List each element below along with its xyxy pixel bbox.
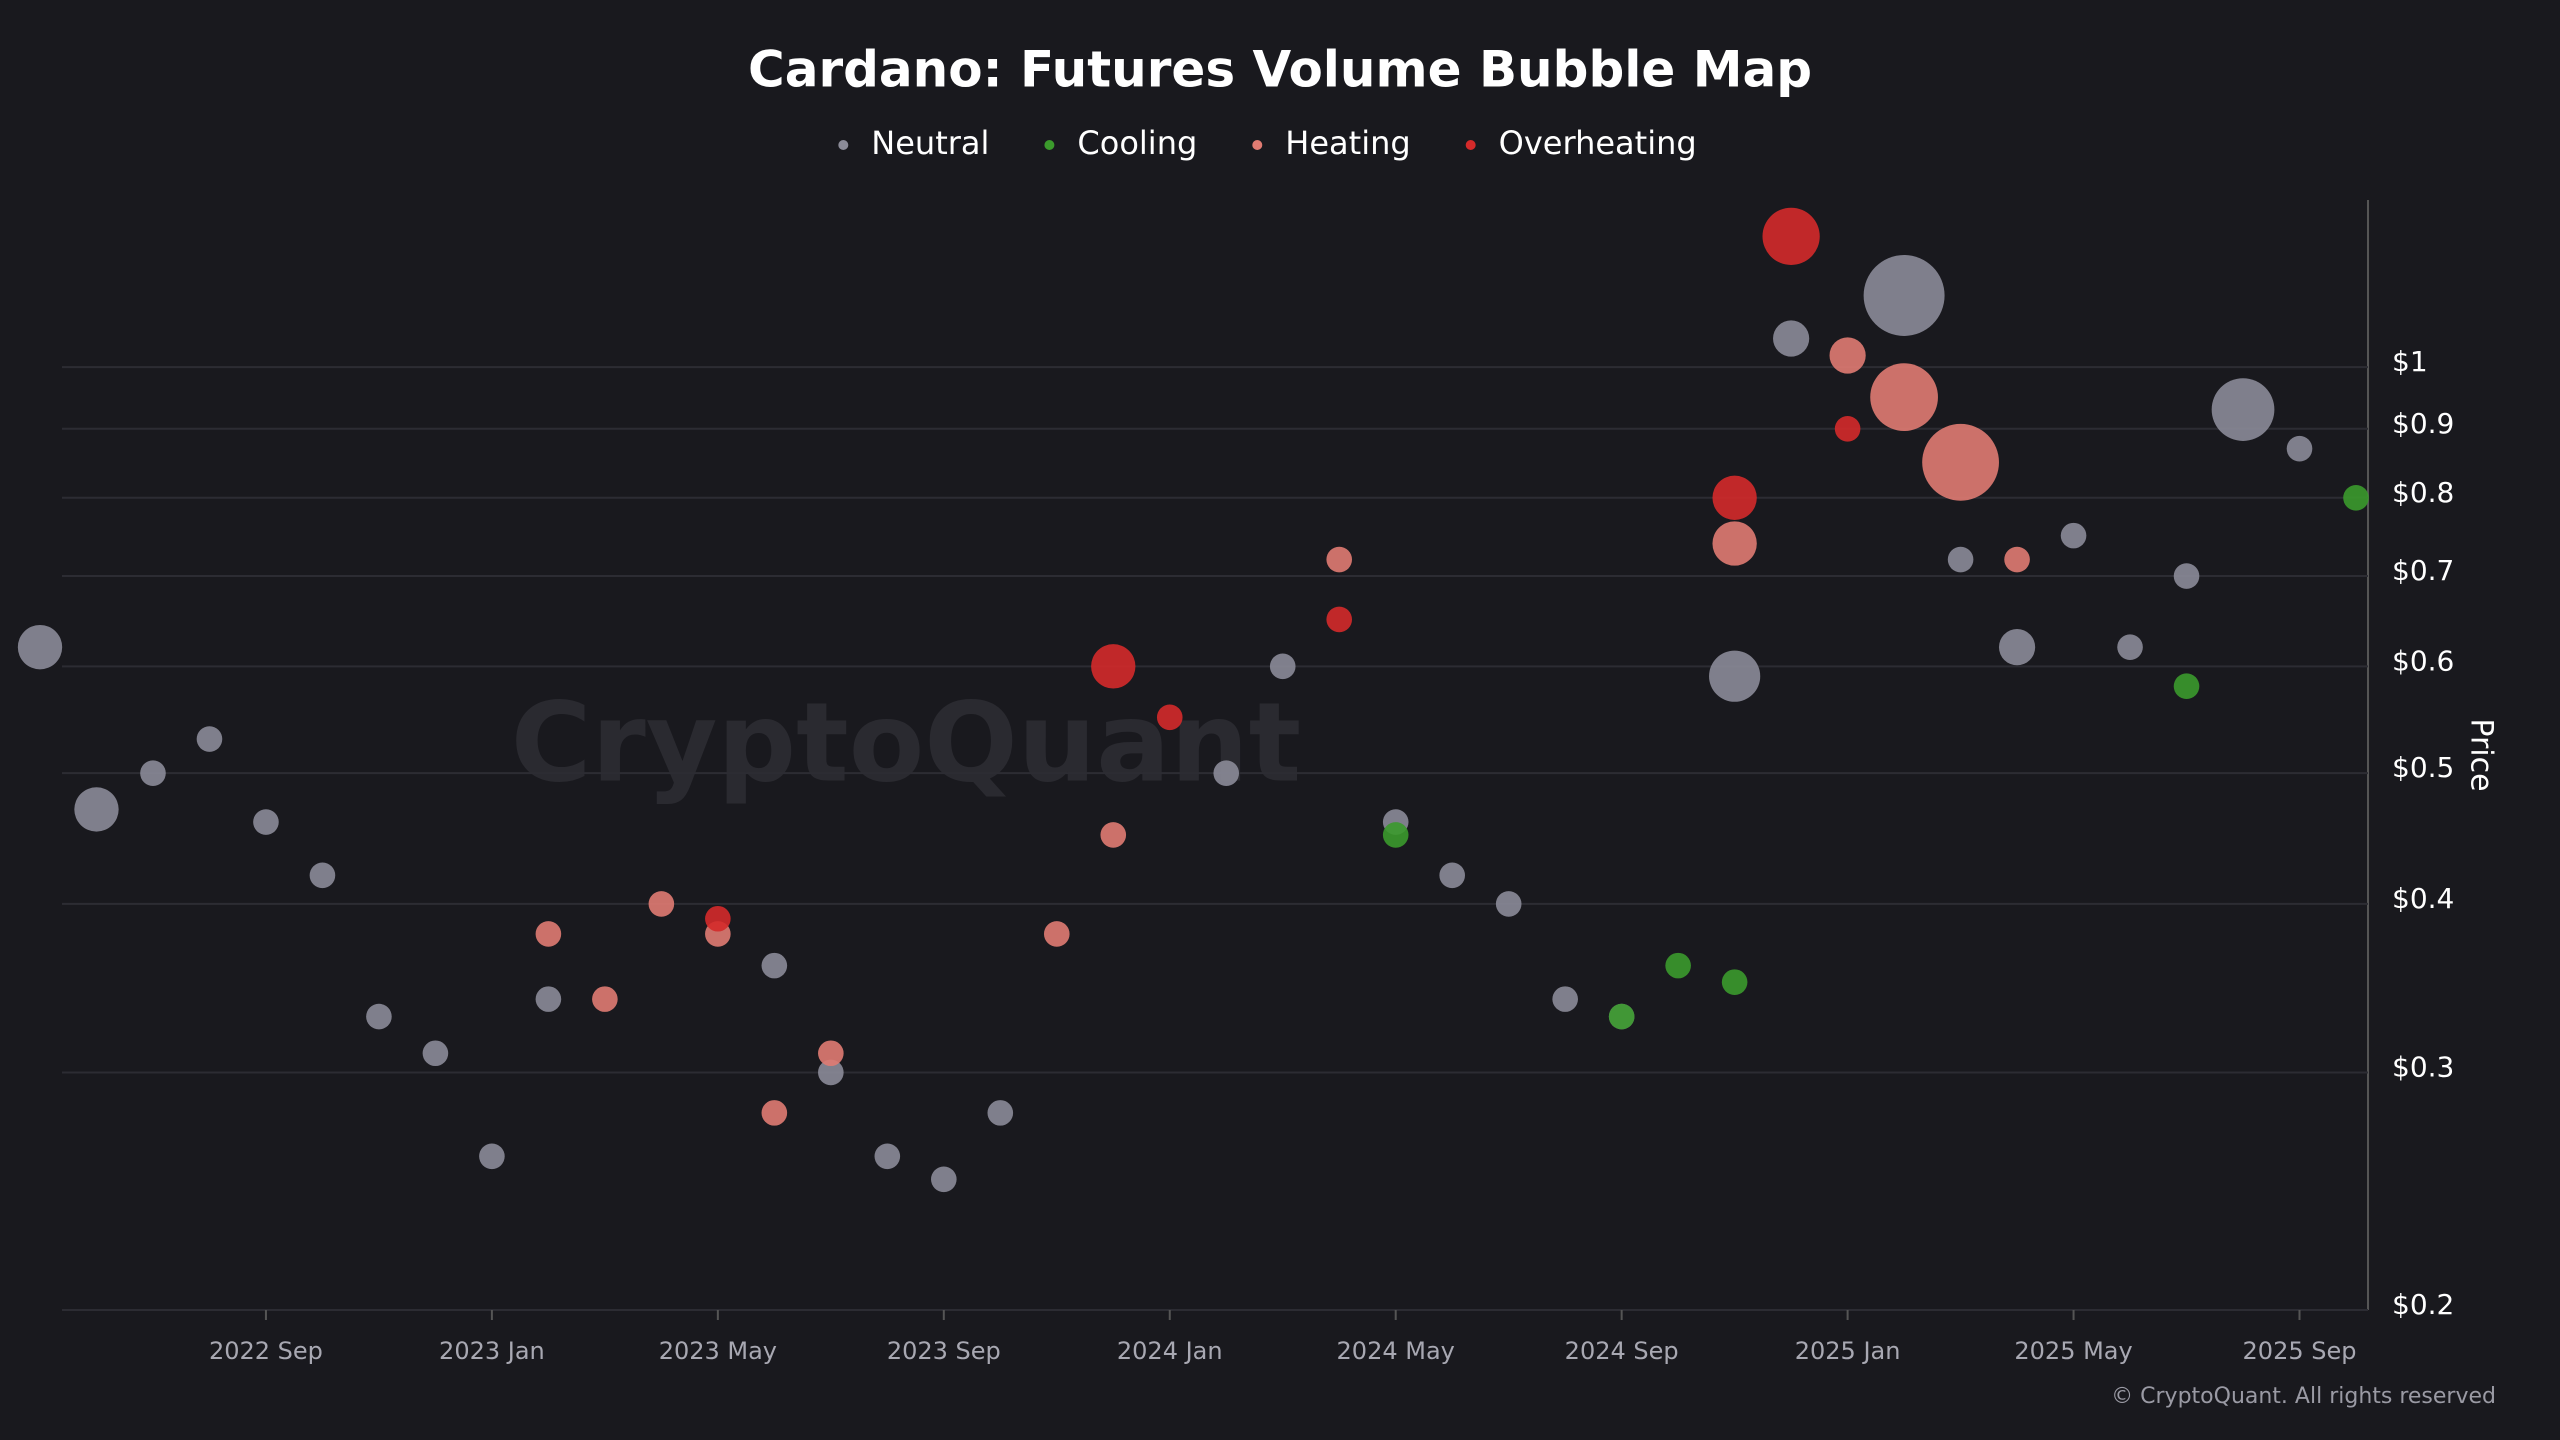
bubble: [1326, 546, 1353, 573]
bubble: [1721, 969, 1748, 995]
bubble: [1665, 952, 1691, 979]
bubble: [1439, 862, 1465, 889]
bubble: [1773, 320, 1810, 357]
bubble: [2004, 546, 2030, 573]
bubble: [592, 986, 618, 1012]
bubble: [1863, 254, 1945, 336]
legend-label[interactable]: Overheating: [1499, 124, 1697, 162]
bubble: [1552, 986, 1578, 1012]
bubble: [309, 862, 336, 889]
bubble: [1156, 704, 1183, 731]
bubble: [2211, 378, 2275, 441]
x-tick-label: 2025 Sep: [2243, 1337, 2357, 1365]
bubble: [2173, 563, 2200, 589]
legend-marker: [838, 140, 849, 150]
bubble: [1495, 891, 1522, 917]
bubble: [422, 1040, 449, 1067]
y-tick-label: $0.8: [2392, 476, 2454, 509]
bubble: [1100, 822, 1127, 848]
bubble: [479, 1143, 505, 1170]
legend-marker: [1044, 140, 1055, 150]
bubble: [648, 891, 675, 917]
footer: © CryptoQuant. All rights reserved: [2111, 1384, 2496, 1409]
bubble: [1269, 653, 1296, 680]
bubble: [761, 1100, 788, 1126]
bubble: [987, 1100, 1014, 1126]
bubble: [140, 760, 166, 786]
legend-label[interactable]: Heating: [1285, 124, 1410, 162]
bubble: [818, 1040, 844, 1067]
x-tick-label: 2024 May: [1337, 1337, 1455, 1365]
legend-marker: [1252, 140, 1263, 150]
legend-label[interactable]: Cooling: [1077, 124, 1197, 162]
bubble: [1922, 423, 1999, 501]
bubble: [1709, 650, 1761, 702]
y-tick-label: $0.2: [2392, 1288, 2454, 1321]
bubble: [1712, 475, 1757, 520]
x-tick-label: 2024 Sep: [1565, 1337, 1679, 1365]
legend-label[interactable]: Neutral: [871, 124, 989, 162]
bubble: [1834, 416, 1861, 442]
y-tick-label: $0.4: [2392, 882, 2454, 915]
chart-title: Cardano: Futures Volume Bubble Map: [748, 41, 1812, 99]
y-tick-label: $0.5: [2392, 751, 2454, 784]
bubble: [1382, 822, 1409, 848]
legend: Neutral Cooling Heating Overheating: [838, 124, 1697, 162]
y-tick-label: $1: [2392, 345, 2428, 378]
bubble: [253, 809, 279, 835]
bubble: [1213, 760, 1240, 786]
x-tick-label: 2025 Jan: [1795, 1337, 1901, 1365]
bubble: [931, 1166, 957, 1193]
bubble: [761, 952, 788, 979]
bubble: [2060, 522, 2087, 549]
bubble: [1608, 1003, 1635, 1030]
bubble: [1998, 629, 2036, 666]
bubble: [2117, 634, 2143, 660]
y-axis-title: Price: [2464, 718, 2499, 791]
bubble: [2173, 673, 2200, 700]
bubble: [1762, 207, 1820, 265]
x-tick-label: 2025 May: [2014, 1337, 2132, 1365]
bubble: [1326, 606, 1353, 633]
y-tick-label: $0.7: [2392, 554, 2454, 587]
bubble: [2286, 435, 2313, 462]
x-tick-label: 2023 May: [659, 1337, 777, 1365]
bubble: [2343, 485, 2369, 511]
watermark: CryptoQuant: [511, 678, 1302, 806]
y-tick-label: $0.3: [2392, 1050, 2454, 1083]
bubble: [1947, 546, 1974, 573]
bubble: [535, 921, 562, 947]
bubble: [705, 905, 731, 932]
bubble: [874, 1143, 901, 1170]
bubble: [74, 787, 119, 832]
bubble: [1712, 521, 1757, 566]
bubble: [535, 986, 562, 1012]
bubble: [1043, 921, 1070, 947]
bubble: [1091, 644, 1136, 689]
y-tick-label: $0.9: [2392, 407, 2454, 440]
bubble: [196, 726, 223, 752]
bubble: [818, 1059, 844, 1086]
x-tick-label: 2022 Sep: [209, 1337, 323, 1365]
bubble: [366, 1003, 392, 1030]
y-tick-label: $0.6: [2392, 644, 2454, 677]
legend-marker: [1465, 140, 1476, 150]
x-tick-label: 2024 Jan: [1117, 1337, 1223, 1365]
x-tick-label: 2023 Jan: [439, 1337, 545, 1365]
x-tick-label: 2023 Sep: [887, 1337, 1001, 1365]
bubble: [17, 624, 63, 670]
bubble: [1829, 337, 1866, 374]
bubble: [1870, 363, 1938, 431]
